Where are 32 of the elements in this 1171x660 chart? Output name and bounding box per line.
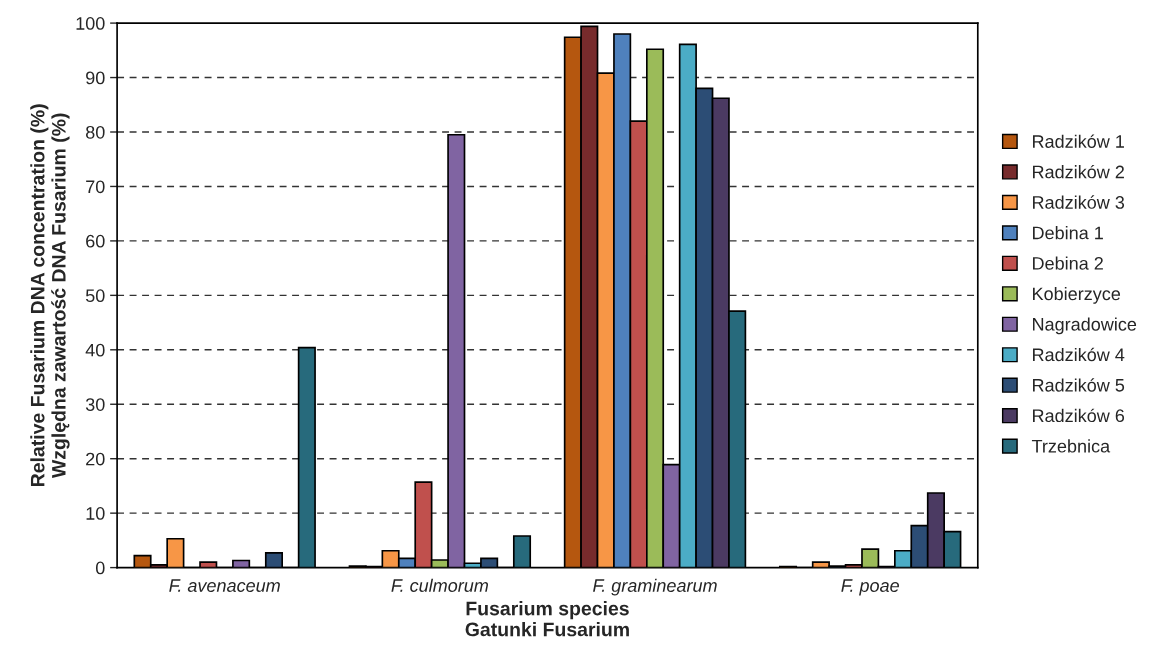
y-tick-label: 90 — [86, 71, 105, 85]
y-tick-label: 20 — [86, 452, 105, 466]
legend-label: Nagradowice — [1033, 317, 1137, 335]
legend-label: Radzików 5 — [1033, 378, 1125, 392]
y-tick-label: 70 — [86, 180, 105, 194]
x-tick-label: F. poae — [841, 579, 899, 596]
bar — [264, 552, 284, 568]
x-axis-title: Fusarium species Gatunki Fusarium — [465, 601, 629, 637]
legend-label: Radzików 1 — [1033, 134, 1124, 148]
x-tick-label: F. graminearum — [593, 578, 717, 596]
legend-label: Debina 1 — [1033, 226, 1103, 240]
y-tick-label: 40 — [85, 343, 105, 357]
bar — [512, 535, 532, 568]
bar — [297, 346, 316, 568]
legend-label: Radzików 6 — [1033, 408, 1125, 423]
legend-label: Kobierzyce — [1033, 286, 1121, 304]
x-tick-label: F. culmorum — [391, 578, 489, 592]
x-tick-label: F. avenaceum — [169, 579, 280, 592]
bar — [199, 561, 218, 568]
y-tick-label: 0 — [95, 561, 105, 575]
y-tick-label: 100 — [76, 17, 105, 30]
legend-label: Radzików 2 — [1033, 164, 1124, 179]
y-axis-title: Relative Fusarium DNA concentration (%) Względna zawartość DNA Fusarium (%) — [30, 104, 70, 486]
legend-label: Debina 2 — [1033, 256, 1103, 270]
y-tick-label: 60 — [86, 234, 105, 248]
y-tick-label: 50 — [85, 289, 105, 303]
legend-label: Radzików 4 — [1033, 347, 1125, 362]
y-tick-label: 10 — [86, 507, 105, 520]
legend-label: Trzebnica — [1031, 439, 1111, 453]
y-tick-label: 30 — [85, 398, 105, 411]
legend-label: Radzików 3 — [1033, 195, 1125, 209]
y-tick-label: 80 — [86, 125, 105, 139]
